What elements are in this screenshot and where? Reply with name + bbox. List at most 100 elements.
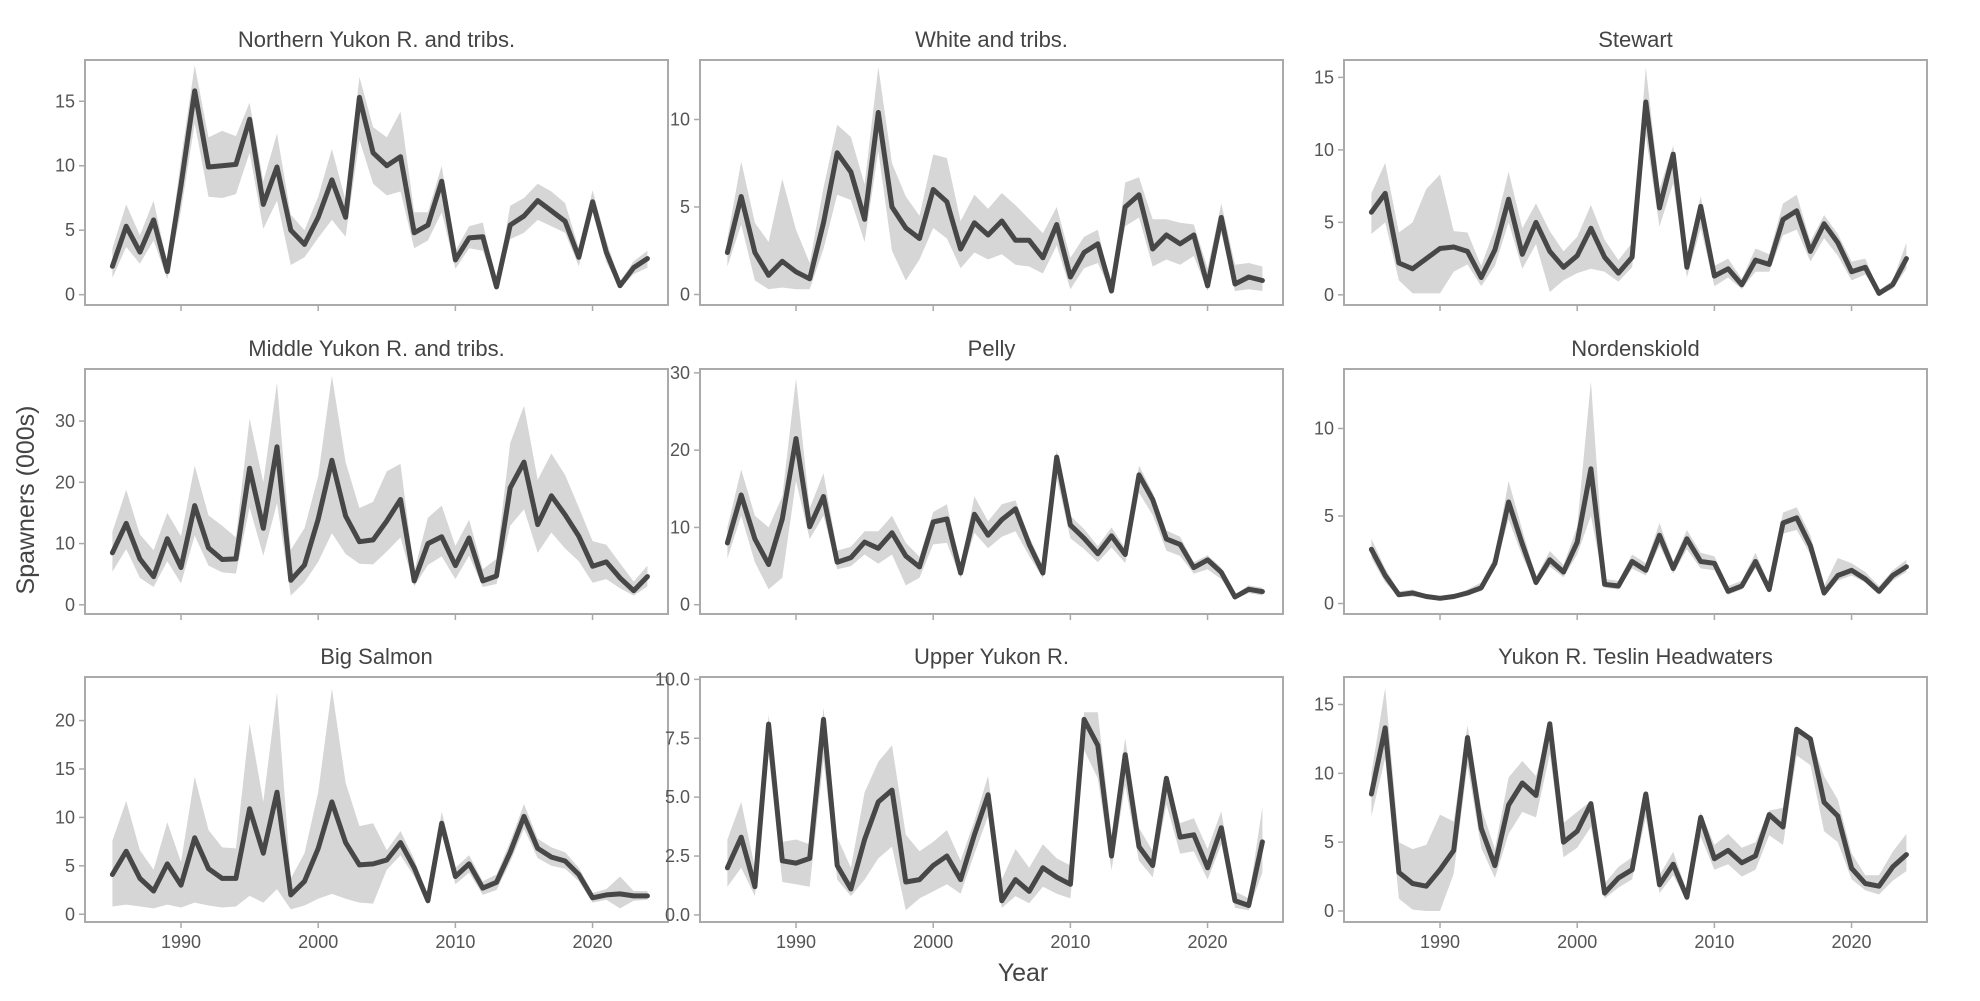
data-point-1993 <box>1479 585 1484 590</box>
data-point-2013 <box>1109 288 1114 294</box>
data-point-2003 <box>1616 583 1621 589</box>
data-point-2024 <box>645 893 650 899</box>
data-point-2016 <box>1794 515 1799 520</box>
data-point-2010 <box>1712 273 1717 279</box>
data-point-2001 <box>329 458 335 463</box>
data-point-2005 <box>999 517 1004 522</box>
panels: Northern Yukon R. and tribs. 0 5 10 15 White … <box>55 27 1928 952</box>
y-tick-label: 0 <box>680 595 690 615</box>
data-point-2020 <box>590 199 595 204</box>
data-point-1995 <box>862 217 867 222</box>
data-point-1991 <box>807 856 812 861</box>
data-point-1993 <box>1479 826 1484 831</box>
data-point-1987 <box>137 249 143 255</box>
y-tick-label: 5 <box>680 197 690 217</box>
data-point-2005 <box>384 163 389 168</box>
y-tick-label: 10.0 <box>655 669 690 689</box>
data-point-2016 <box>1150 863 1155 868</box>
data-point-1993 <box>835 560 840 565</box>
y-tick-label: 20 <box>55 711 75 731</box>
data-point-2017 <box>1808 543 1813 548</box>
data-point-2011 <box>466 535 472 541</box>
data-point-2005 <box>999 898 1004 903</box>
x-tick-label: 2010 <box>435 932 475 952</box>
data-point-1994 <box>233 162 239 167</box>
data-point-1995 <box>1506 197 1511 202</box>
data-point-2024 <box>1904 564 1909 569</box>
data-point-1998 <box>288 578 293 583</box>
data-point-1988 <box>1410 590 1415 596</box>
data-point-1989 <box>1424 594 1429 599</box>
spawners-line <box>1368 466 1909 601</box>
data-point-2012 <box>480 885 485 891</box>
data-point-2017 <box>549 208 554 214</box>
data-point-2004 <box>985 232 991 238</box>
data-point-2010 <box>1068 522 1073 528</box>
data-point-2017 <box>549 493 554 498</box>
data-point-2012 <box>1739 282 1745 287</box>
y-tick-label: 5 <box>65 856 75 876</box>
data-point-2022 <box>1876 589 1882 594</box>
data-point-2000 <box>1575 253 1580 258</box>
data-point-2016 <box>535 846 540 851</box>
y-tick-label: 0 <box>65 595 75 615</box>
data-point-1999 <box>302 242 307 247</box>
data-point-2009 <box>439 534 444 539</box>
y-tick-label: 0 <box>1324 285 1334 305</box>
data-point-2011 <box>1725 266 1731 271</box>
x-tick-label: 2010 <box>1050 932 1090 952</box>
data-point-2018 <box>1177 241 1183 246</box>
data-point-2019 <box>576 534 581 539</box>
data-point-2015 <box>521 814 527 819</box>
data-point-1996 <box>876 799 881 805</box>
data-point-1990 <box>178 565 184 570</box>
data-point-2023 <box>631 265 636 270</box>
data-point-1993 <box>1479 275 1484 280</box>
x-tick-label: 2000 <box>1557 932 1597 952</box>
data-point-1989 <box>1424 256 1429 261</box>
data-point-2011 <box>1725 589 1731 594</box>
data-point-2016 <box>1794 727 1799 732</box>
data-point-1990 <box>178 883 184 888</box>
data-point-1992 <box>206 545 211 551</box>
data-point-2024 <box>645 574 650 579</box>
data-point-2012 <box>1095 551 1101 556</box>
data-point-2015 <box>1780 824 1786 830</box>
data-point-2022 <box>1876 291 1882 296</box>
data-point-2010 <box>453 563 458 568</box>
data-point-2008 <box>425 898 431 903</box>
data-point-2006 <box>1013 238 1018 243</box>
data-point-2009 <box>1698 204 1703 209</box>
data-point-2010 <box>453 874 458 879</box>
data-point-2005 <box>999 218 1004 224</box>
data-point-2016 <box>1150 246 1155 252</box>
data-point-2006 <box>1013 506 1018 512</box>
y-axis-label: Spawners (000s) <box>12 406 40 595</box>
data-point-2014 <box>508 485 513 490</box>
data-point-1992 <box>821 220 826 225</box>
data-point-2018 <box>1821 590 1827 596</box>
data-point-1986 <box>124 849 129 854</box>
data-point-1996 <box>261 526 266 531</box>
data-point-2010 <box>1068 274 1073 280</box>
data-point-2020 <box>590 895 595 900</box>
data-point-2017 <box>1164 776 1169 781</box>
data-point-2008 <box>425 541 431 546</box>
data-point-2004 <box>370 861 376 867</box>
data-point-2006 <box>398 154 403 159</box>
panel-title: Big Salmon <box>320 644 433 669</box>
data-point-2018 <box>1821 800 1827 805</box>
panel-9: Yukon R. Teslin Headwaters 0 5 10 15 1990 2000… <box>1314 644 1928 952</box>
data-point-2010 <box>1712 856 1717 861</box>
data-point-2019 <box>1191 232 1197 238</box>
data-point-2002 <box>958 570 963 576</box>
data-point-2015 <box>1780 217 1786 222</box>
data-point-2018 <box>562 219 568 224</box>
data-point-2009 <box>1054 454 1059 460</box>
data-point-2024 <box>1260 589 1265 594</box>
data-point-2013 <box>494 284 499 290</box>
panel-title: Northern Yukon R. and tribs. <box>238 27 515 52</box>
data-point-2014 <box>1767 587 1772 592</box>
data-point-2022 <box>617 283 623 288</box>
data-point-2018 <box>1177 542 1183 547</box>
